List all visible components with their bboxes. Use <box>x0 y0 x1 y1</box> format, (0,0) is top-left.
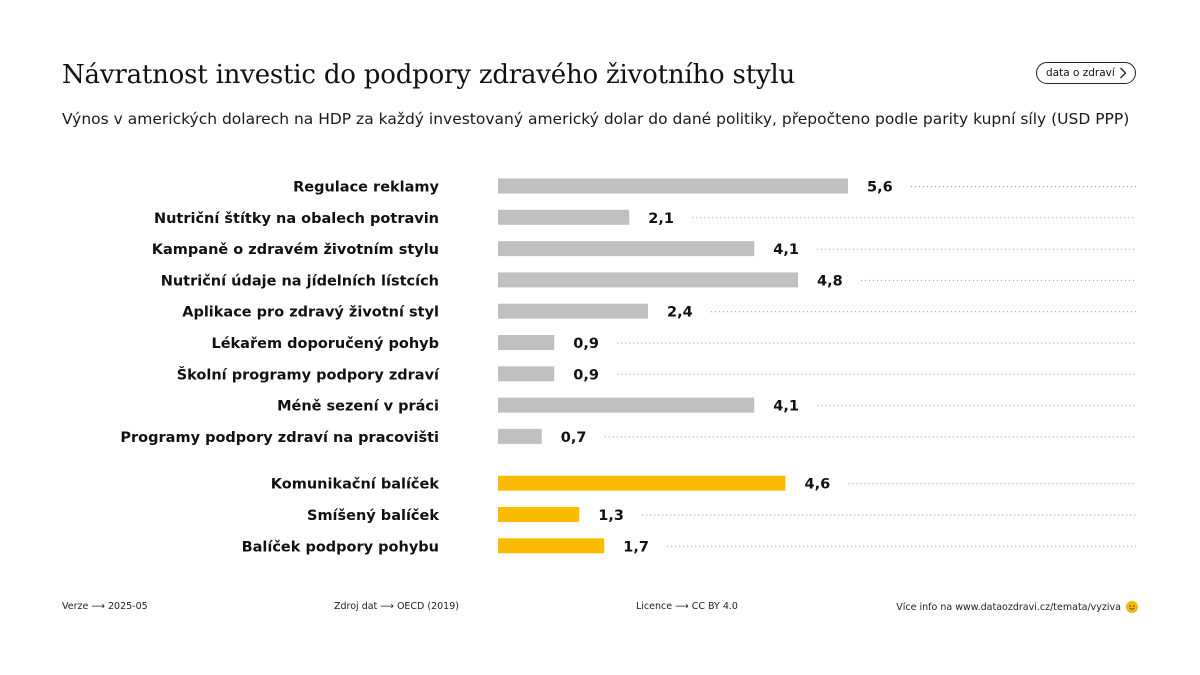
bar <box>498 538 605 554</box>
bar <box>498 397 755 413</box>
category-label: Nutriční údaje na jídelních lístcích <box>161 273 439 289</box>
footer-more-info-link[interactable]: Více info na www.dataozdravi.cz/temata/v… <box>896 601 1121 613</box>
smiley-icon <box>1126 601 1138 613</box>
bar <box>498 475 786 491</box>
category-label: Regulace reklamy <box>293 180 439 196</box>
data-button-label: data o zdraví <box>1046 67 1115 79</box>
category-label: Balíček podpory pohybu <box>242 539 439 555</box>
value-label: 0,9 <box>573 367 599 383</box>
bar <box>498 209 630 225</box>
chart-subtitle: Výnos v amerických dolarech na HDP za ka… <box>62 110 1130 128</box>
value-label: 4,8 <box>817 273 843 289</box>
bar <box>498 303 648 319</box>
category-label: Programy podpory zdraví na pracovišti <box>120 430 439 446</box>
value-label: 4,1 <box>773 242 799 258</box>
value-label: 4,1 <box>773 399 799 415</box>
bar <box>498 507 580 522</box>
category-label: Smíšený balíček <box>307 508 439 524</box>
category-label: Lékařem doporučený pohyb <box>211 336 439 352</box>
bar <box>498 366 555 382</box>
value-label: 0,9 <box>573 336 599 352</box>
category-label: Méně sezení v práci <box>277 399 439 415</box>
bar-chart: Regulace reklamy 5,6 Nutriční štítky na ob… <box>120 178 1136 555</box>
category-label: Komunikační balíček <box>271 477 440 493</box>
category-label: Nutriční štítky na obalech potravin <box>154 211 439 227</box>
footer-license: Licence ⟶ CC BY 4.0 <box>636 601 738 612</box>
data-o-zdravi-button[interactable]: data o zdraví <box>1036 62 1136 84</box>
chart-title: Návratnost investic do podpory zdravého … <box>62 60 796 90</box>
bar <box>498 241 755 257</box>
value-label: 2,1 <box>648 211 674 227</box>
value-label: 5,6 <box>867 180 893 196</box>
value-label: 4,6 <box>805 477 831 493</box>
category-label: Aplikace pro zdravý životní styl <box>182 305 439 321</box>
bar <box>498 272 798 288</box>
bar <box>498 428 542 444</box>
value-label: 1,7 <box>623 539 649 555</box>
footer-version: Verze ⟶ 2025-05 <box>62 601 148 612</box>
category-label: Školní programy podpory zdraví <box>177 365 440 383</box>
value-label: 2,4 <box>667 305 693 321</box>
bar <box>498 335 555 350</box>
footer-source: Zdroj dat ⟶ OECD (2019) <box>334 601 459 612</box>
bar <box>498 178 848 194</box>
chevron-right-icon <box>1120 67 1127 79</box>
value-label: 0,7 <box>561 430 587 446</box>
category-label: Kampaně o zdravém životním stylu <box>152 242 439 258</box>
value-label: 1,3 <box>598 508 624 524</box>
footer-more-info: Více info na www.dataozdravi.cz/temata/v… <box>896 601 1138 613</box>
